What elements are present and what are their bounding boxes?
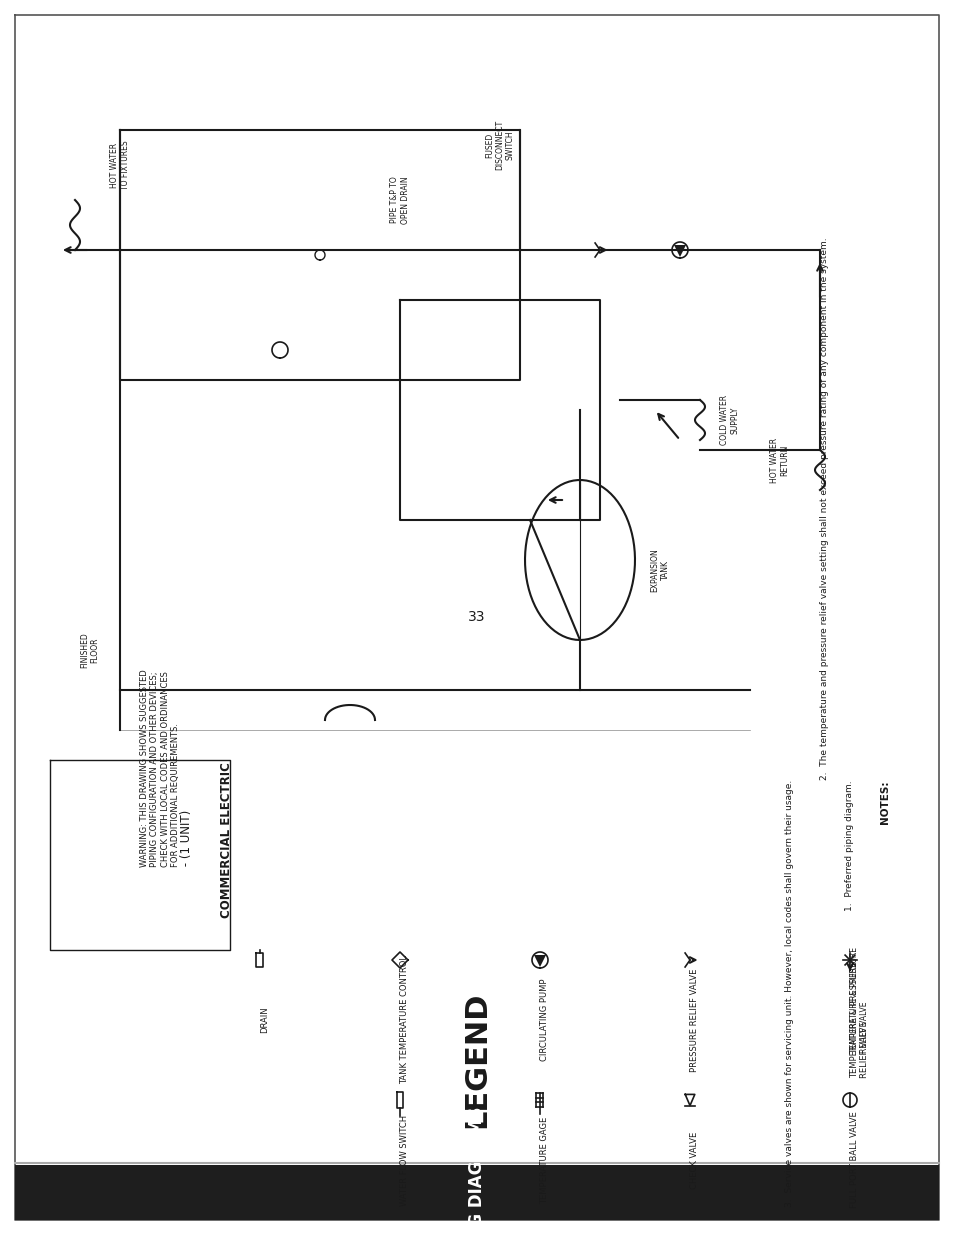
Text: HOT WATER
RETURN: HOT WATER RETURN <box>769 437 789 483</box>
Text: DRAIN: DRAIN <box>260 1007 269 1034</box>
Text: WARNING: THIS DRAWING SHOWS SUGGESTED
PIPING CONFIGURATION AND OTHER DEVICES;
CH: WARNING: THIS DRAWING SHOWS SUGGESTED PI… <box>140 669 180 867</box>
Text: - (1 UNIT): - (1 UNIT) <box>180 810 193 871</box>
Text: 3.  Service valves are shown for servicing unit. However, local codes shall gove: 3. Service valves are shown for servicin… <box>784 781 793 1208</box>
Polygon shape <box>15 1165 938 1220</box>
Text: CIRCULATING PUMP: CIRCULATING PUMP <box>539 979 548 1061</box>
Text: FUSED
DISCONNECT
SWITCH: FUSED DISCONNECT SWITCH <box>484 120 515 170</box>
Text: TEMPERATURE & PRESSURE
RELIEF VALVE: TEMPERATURE & PRESSURE RELIEF VALVE <box>849 947 868 1053</box>
Text: TEMPERATURE & PRESSURE
RELIEF VALVE: TEMPERATURE & PRESSURE RELIEF VALVE <box>849 962 868 1078</box>
Text: 33: 33 <box>468 610 485 624</box>
Text: FULL PORT BALL VALVE: FULL PORT BALL VALVE <box>849 1112 858 1208</box>
Text: COLD WATER
SUPPLY: COLD WATER SUPPLY <box>720 395 739 445</box>
Text: NOTES:: NOTES: <box>879 781 889 824</box>
Text: 2.  The temperature and pressure relief valve setting shall not exceed pressure : 2. The temperature and pressure relief v… <box>820 237 828 781</box>
Text: TEMPERATURE GAGE: TEMPERATURE GAGE <box>539 1116 548 1204</box>
Text: TANK TEMPERATURE CONTROL: TANK TEMPERATURE CONTROL <box>399 956 409 1084</box>
Text: HOT WATER
TO FIXTURES: HOT WATER TO FIXTURES <box>111 141 130 190</box>
Polygon shape <box>673 245 685 257</box>
Polygon shape <box>534 955 545 967</box>
Text: WATER FLOW SWITCH: WATER FLOW SWITCH <box>399 1114 409 1205</box>
Text: PIPING DIAGRAMS: PIPING DIAGRAMS <box>468 1107 485 1235</box>
Text: 1.  Preferred piping diagram.: 1. Preferred piping diagram. <box>844 781 853 910</box>
Text: COMMERCIAL ELECTRIC: COMMERCIAL ELECTRIC <box>220 762 233 918</box>
Text: CHECK VALVE: CHECK VALVE <box>689 1131 699 1188</box>
Text: PRESSURE RELIEF VALVE: PRESSURE RELIEF VALVE <box>689 968 699 1072</box>
Text: FINISHED
FLOOR: FINISHED FLOOR <box>80 632 100 668</box>
Text: EXPANSION
TANK: EXPANSION TANK <box>650 548 669 592</box>
Text: PIPE T&P TO
OPEN DRAIN: PIPE T&P TO OPEN DRAIN <box>390 177 409 224</box>
Text: LEGEND: LEGEND <box>462 992 491 1129</box>
